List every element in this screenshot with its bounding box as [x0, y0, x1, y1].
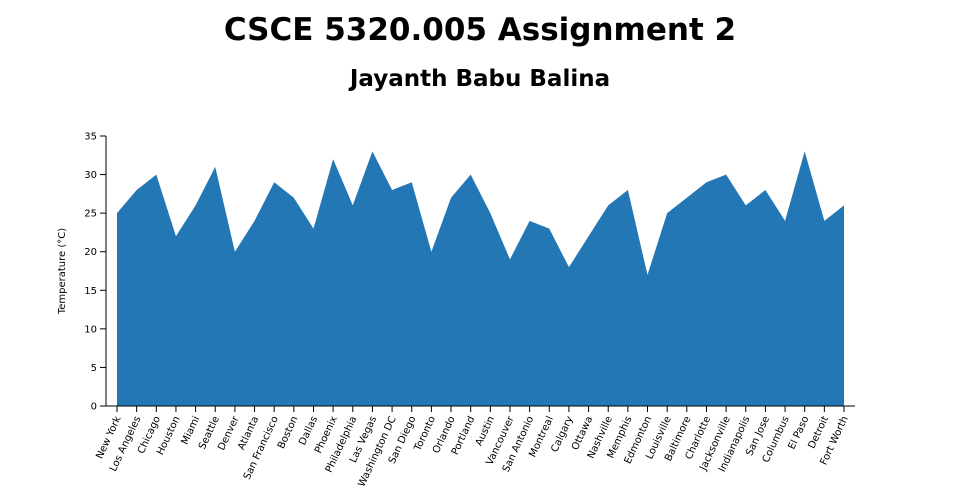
plot-area — [117, 151, 844, 406]
y-tick-label: 10 — [84, 324, 97, 335]
y-tick-label: 15 — [84, 286, 97, 297]
y-axis: 0 5 10 15 20 25 30 35 — [84, 132, 107, 413]
y-tick-label: 25 — [84, 209, 97, 220]
y-tick-label: 30 — [84, 170, 97, 181]
chart-subtitle: Jayanth Babu Balina — [349, 66, 611, 92]
area-series — [117, 151, 844, 406]
y-axis-title: Temperature (°C) — [57, 228, 68, 315]
y-tick-label: 20 — [84, 247, 97, 258]
y-tick-label: 0 — [91, 402, 97, 413]
y-tick-label: 5 — [91, 363, 97, 374]
y-tick-label: 35 — [84, 132, 97, 143]
chart-title: CSCE 5320.005 Assignment 2 — [223, 12, 737, 48]
